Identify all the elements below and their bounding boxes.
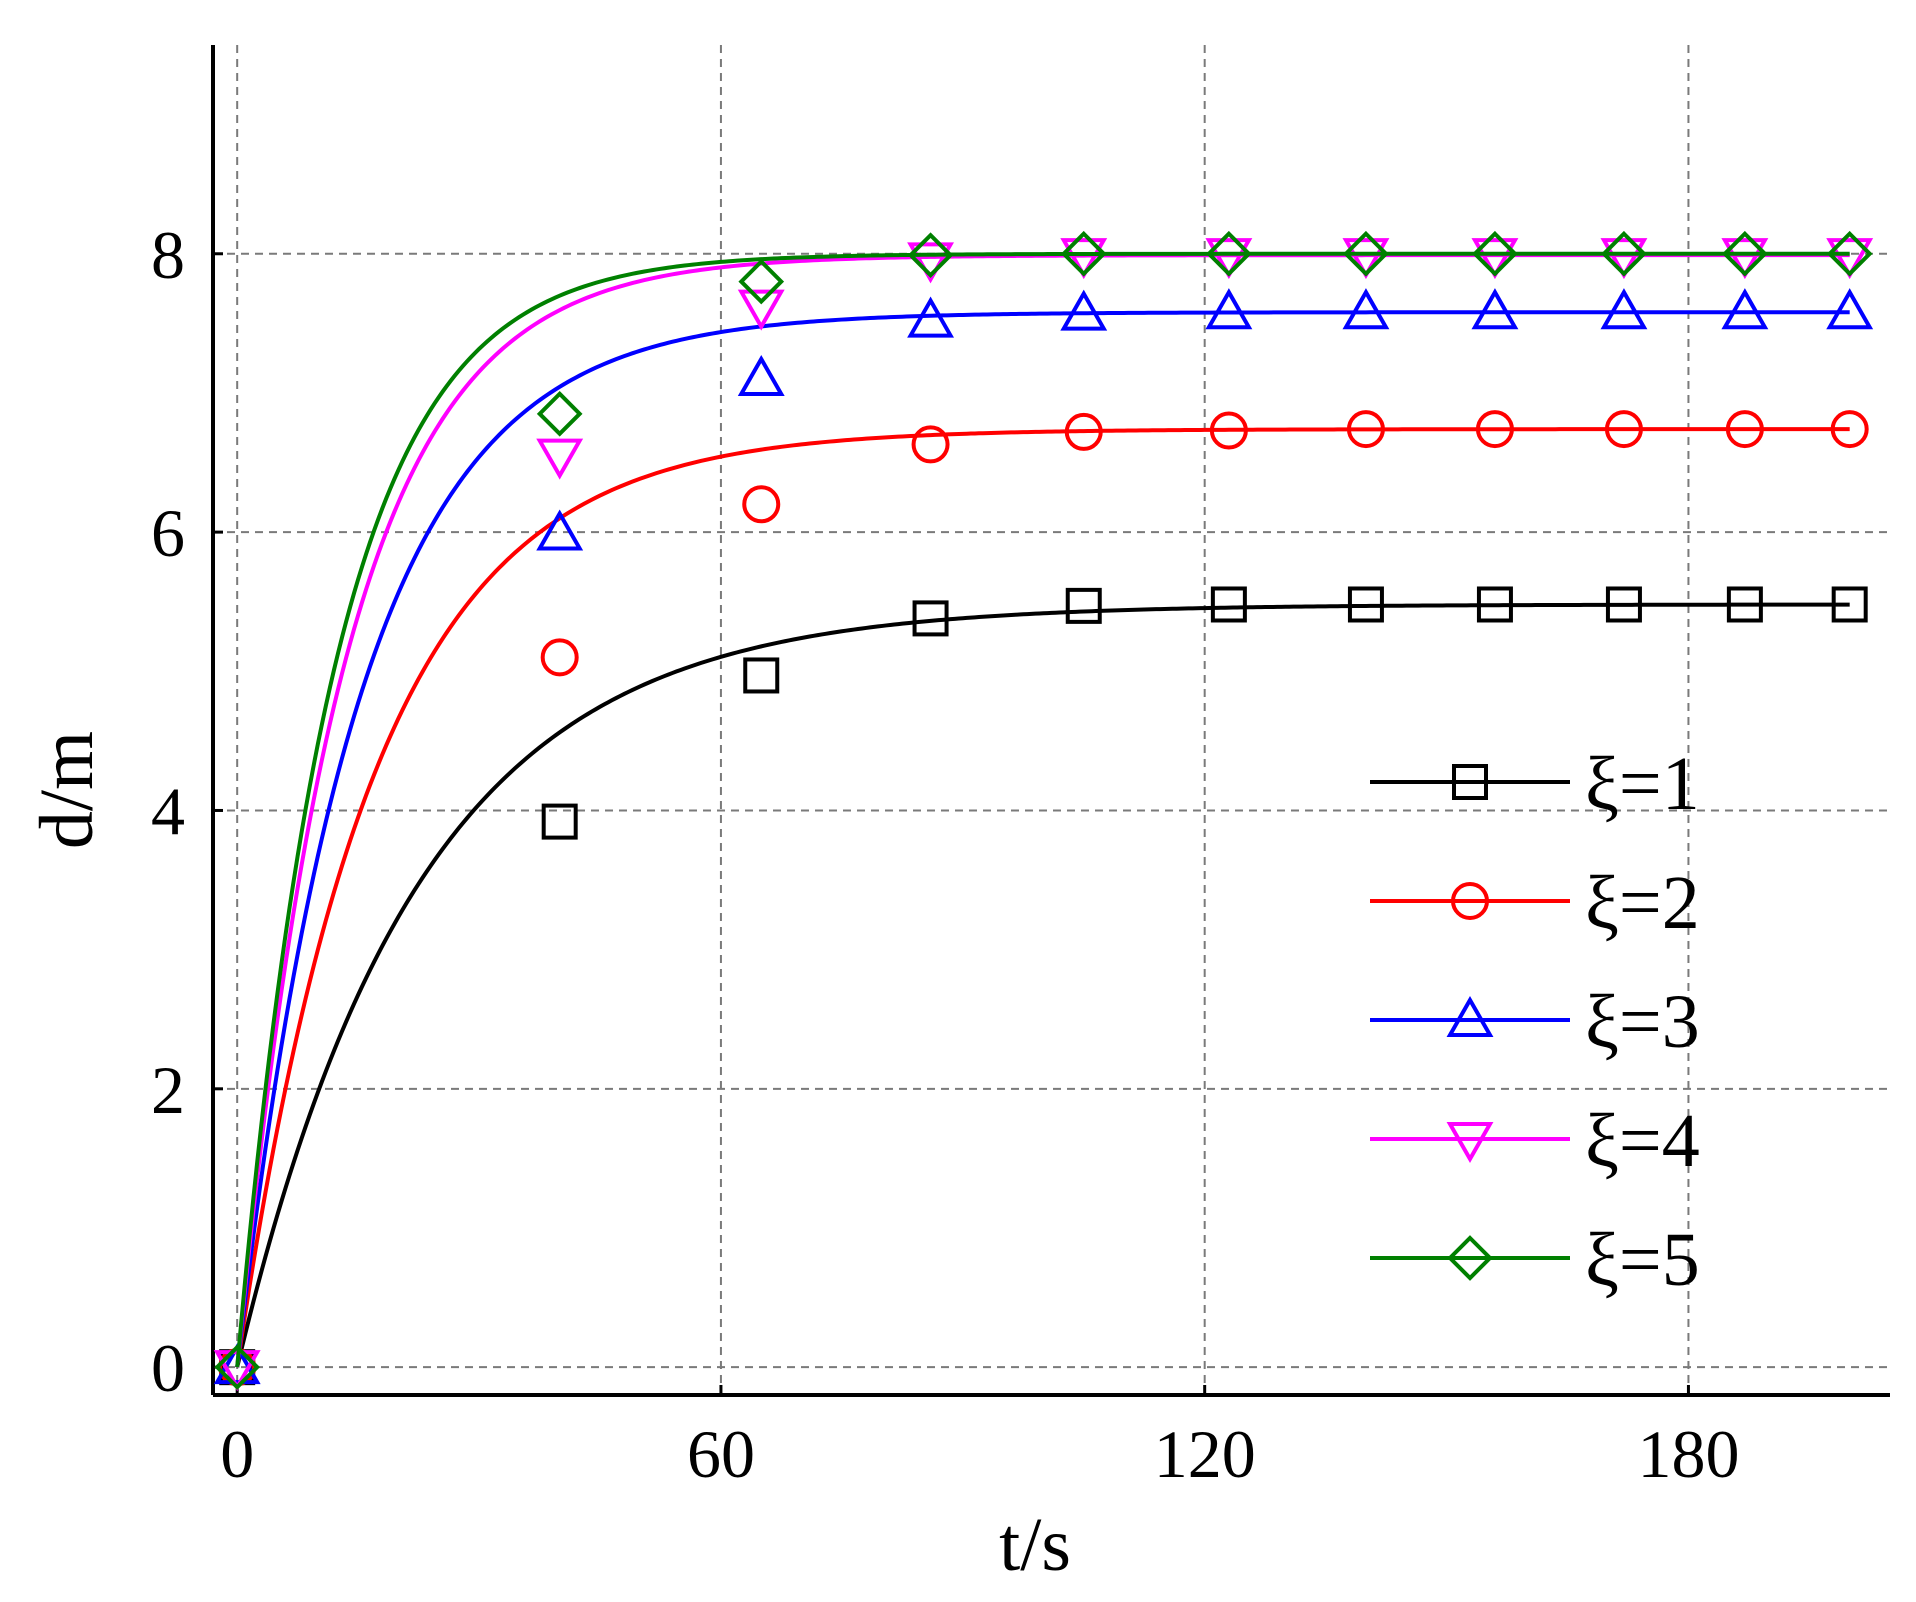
triangle-down-marker [1060,238,1108,280]
series-5 [214,230,1873,1390]
y-axis-label: d/m [25,731,109,849]
diamond-marker [738,258,785,305]
series-2 [218,410,1869,1387]
triangle-up-marker [1826,288,1874,330]
diamond-marker [1601,230,1647,277]
legend-entry-1: ξ=1 [1370,742,1700,826]
square-marker [743,657,780,694]
square-marker [1476,586,1513,623]
y-tick-label: 8 [151,217,185,293]
square-marker [1065,587,1102,624]
triangle-up-marker [536,509,584,551]
circle-marker [911,425,950,464]
circle-marker [1475,410,1514,449]
legend-label: ξ=3 [1585,980,1700,1064]
legend-entry-2: ξ=2 [1370,861,1700,945]
square-marker [1210,586,1247,623]
legend-label: ξ=2 [1585,861,1700,945]
series-line [235,427,1850,1368]
legend-entry-3: ξ=3 [1370,980,1700,1064]
circle-marker [1064,412,1103,451]
diamond-marker [214,1344,261,1390]
diamond-marker [536,390,583,437]
circle-marker [540,638,579,677]
series-line [235,602,1850,1368]
triangle-up-marker [907,296,955,338]
triangle-up-marker [1600,288,1648,330]
diamond-marker [1060,230,1107,277]
triangle-down-marker [1826,238,1874,280]
circle-marker [1451,882,1489,920]
series-3 [213,288,1874,1385]
triangle-up-marker [1342,288,1390,330]
series-line [235,310,1850,1368]
triangle-down-marker [536,438,584,480]
x-tick-label: 0 [220,1416,254,1492]
y-tick-label: 6 [151,495,185,571]
series-1 [219,586,1868,1386]
x-tick-label: 180 [1637,1416,1739,1492]
diamond-marker [1206,230,1252,277]
series [213,230,1874,1392]
circle-marker [1830,410,1869,449]
y-tick-label: 4 [151,773,185,849]
y-tick-label: 2 [151,1052,185,1128]
circle-marker [742,485,781,524]
legend-label: ξ=4 [1585,1099,1700,1183]
diamond-marker [1826,230,1873,277]
axes [211,45,1890,1397]
triangle-up-marker [1060,289,1108,331]
triangle-down-marker [907,242,955,284]
square-marker [912,600,949,637]
y-tick-label: 0 [151,1330,185,1406]
x-axis-label: t/s [999,1503,1071,1587]
circle-marker [1209,411,1248,450]
square-marker [1452,764,1488,800]
diamond-marker [1343,230,1389,277]
triangle-down-marker [1471,238,1519,280]
x-tick-label: 60 [687,1416,755,1492]
legend-entry-4: ξ=4 [1370,1099,1700,1183]
square-marker [541,803,578,840]
legend-label: ξ=1 [1585,742,1700,826]
square-marker [1831,586,1868,623]
triangle-down-marker [1721,238,1769,280]
triangle-down-marker [1342,238,1390,280]
legend-entry-5: ξ=5 [1370,1218,1700,1302]
legend: ξ=1 ξ=2 ξ=3 ξ=4 ξ=5 [1370,742,1700,1302]
triangle-down-marker [1600,238,1648,280]
circle-marker [1346,410,1385,449]
legend-label: ξ=5 [1585,1218,1700,1302]
diamond-marker [1472,230,1518,277]
triangle-up-marker [1721,288,1769,330]
diamond-marker [1722,230,1768,277]
square-marker [1347,586,1384,623]
diamond-marker [1447,1235,1493,1281]
series-line [235,251,1850,1368]
circle-marker [1725,410,1764,449]
triangle-up-marker [1205,288,1253,330]
triangle-down-marker [1446,1122,1494,1164]
tick-labels: 0 60 120 180 0 2 4 6 8 [151,217,1739,1492]
x-tick-label: 120 [1154,1416,1256,1492]
triangle-up-marker [1446,995,1494,1037]
triangle-up-marker [213,1343,261,1385]
triangle-up-marker [737,354,785,397]
circle-marker [1604,410,1643,449]
triangle-up-marker [1471,288,1519,330]
grid [213,45,1890,1395]
square-marker [1605,586,1642,623]
triangle-down-marker [1205,238,1253,280]
diamond-marker [907,232,954,278]
square-marker [1726,586,1763,623]
triangle-down-marker [737,289,785,331]
